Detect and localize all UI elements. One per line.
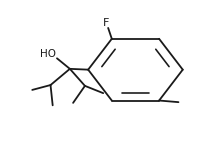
Text: HO: HO (40, 49, 56, 59)
Text: F: F (102, 18, 109, 28)
